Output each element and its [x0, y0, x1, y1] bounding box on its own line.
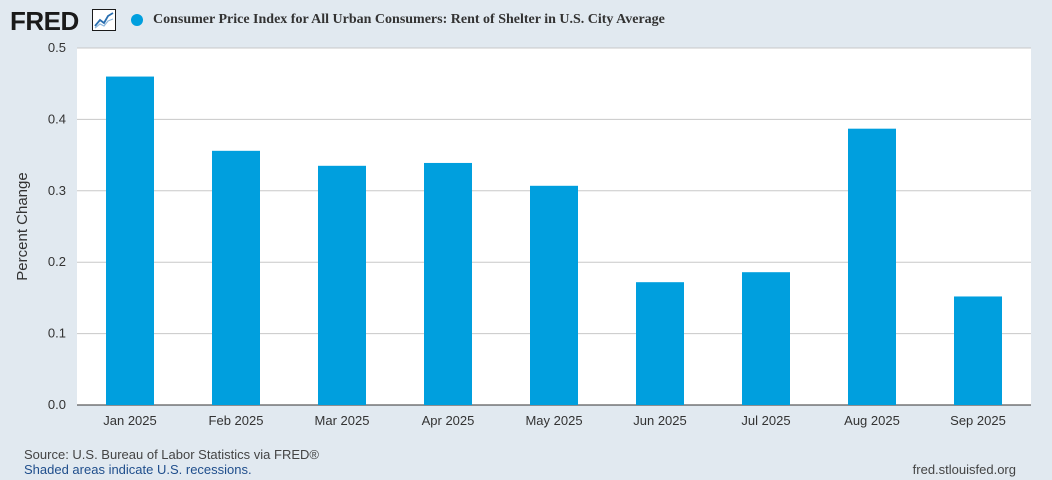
bar[interactable]	[318, 165, 366, 405]
y-tick-label: 0.3	[48, 183, 66, 198]
y-tick-label: 0.0	[48, 397, 66, 412]
bar[interactable]	[742, 272, 790, 405]
x-tick-label: Apr 2025	[422, 413, 475, 428]
chart-title: Consumer Price Index for All Urban Consu…	[153, 12, 665, 27]
bar[interactable]	[636, 282, 684, 405]
x-tick-label: Jan 2025	[103, 413, 157, 428]
line-chart-icon	[92, 9, 116, 31]
fred-logo[interactable]: FRED	[10, 6, 79, 36]
y-tick-label: 0.1	[48, 326, 66, 341]
chart-header: FRED Consumer Price Index for All Urban …	[0, 0, 1052, 40]
bar-chart: 0.0 0.1 0.2 0.3 0.4 0.5 Jan 2025 Feb 2025 Mar 2…	[14, 40, 1031, 428]
x-tick-label: May 2025	[525, 413, 582, 428]
x-tick-label: Mar 2025	[315, 413, 370, 428]
fred-url-link[interactable]: fred.stlouisfed.org	[912, 462, 1016, 477]
bar[interactable]	[954, 296, 1002, 405]
bar[interactable]	[848, 128, 896, 405]
bars	[106, 76, 1002, 405]
x-tick-label: Feb 2025	[209, 413, 264, 428]
y-tick-label: 0.5	[48, 40, 66, 55]
x-tick-label: Jun 2025	[633, 413, 687, 428]
y-axis-ticks: 0.0 0.1 0.2 0.3 0.4 0.5	[48, 40, 66, 412]
y-axis-label: Percent Change	[14, 172, 31, 280]
x-axis-ticks: Jan 2025 Feb 2025 Mar 2025 Apr 2025 May 2025…	[103, 413, 1006, 428]
recessions-note: Shaded areas indicate U.S. recessions.	[24, 462, 252, 477]
x-tick-label: Sep 2025	[950, 413, 1006, 428]
x-tick-label: Aug 2025	[844, 413, 900, 428]
y-tick-label: 0.2	[48, 254, 66, 269]
legend-marker	[131, 14, 143, 26]
bar[interactable]	[212, 150, 260, 405]
source-note: Source: U.S. Bureau of Labor Statistics …	[24, 447, 319, 462]
x-tick-label: Jul 2025	[741, 413, 790, 428]
bar[interactable]	[424, 162, 472, 405]
bar[interactable]	[106, 76, 154, 405]
bar[interactable]	[530, 185, 578, 405]
y-tick-label: 0.4	[48, 111, 66, 126]
